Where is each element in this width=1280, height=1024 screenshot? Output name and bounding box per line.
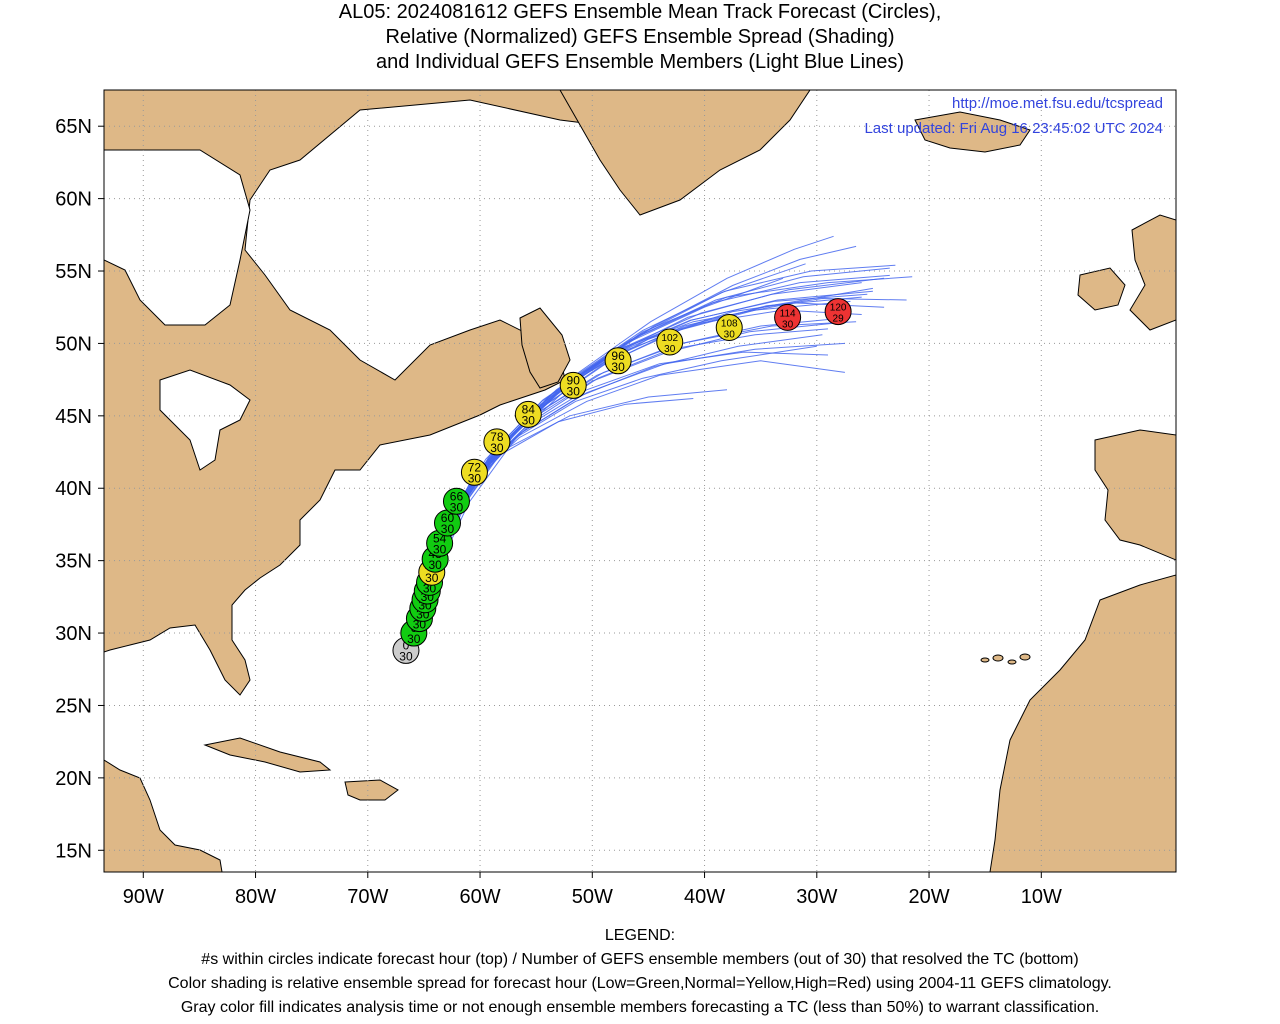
great-lakes (159, 369, 251, 471)
track-point-circle (774, 303, 802, 331)
title-line-2: Relative (Normalized) GEFS Ensemble Spre… (385, 26, 895, 48)
y-tick-label: 15N (55, 840, 92, 862)
track-point-circle (604, 347, 632, 375)
legend-line-2: Color shading is relative ensemble sprea… (168, 975, 1112, 992)
forecast-hour-label: 60 (441, 511, 455, 525)
y-tick-label: 25N (55, 695, 92, 717)
forecast-hour-label: 102 (661, 333, 678, 344)
member-count-label: 30 (433, 542, 447, 556)
title-line-1: AL05: 2024081612 GEFS Ensemble Mean Trac… (338, 1, 942, 23)
x-tick-label: 90W (123, 886, 164, 908)
legend-line-1: #s within circles indicate forecast hour… (201, 951, 1079, 968)
great-britain (1129, 214, 1176, 331)
y-tick-label: 20N (55, 768, 92, 790)
x-tick-label: 40W (684, 886, 725, 908)
forecast-hour-label: 120 (830, 303, 847, 314)
legend: LEGEND: #s within circles indicate forec… (0, 924, 1280, 1020)
source-url[interactable]: http://moe.met.fsu.edu/tcspread (952, 95, 1163, 112)
track-point-circle (559, 371, 587, 399)
member-count-label: 30 (490, 441, 504, 455)
landmass-central-america (104, 759, 223, 872)
hudson-bay (104, 149, 251, 326)
x-tick-label: 70W (347, 886, 388, 908)
hispaniola (344, 779, 399, 801)
member-count-label: 30 (399, 649, 413, 663)
canary-islands (980, 653, 1031, 665)
track-map: 0306301230183024303030363042304830543060… (55, 89, 1177, 908)
track-point-circle (460, 458, 488, 486)
ensemble-mean-track: 0306301230183024303030363042304830543060… (392, 298, 852, 664)
graticule (104, 90, 1176, 872)
map-axes: 90W 80W 70W 60W 50W 40W 30W 20W 10W 15N 20N 25N 30N 3… (55, 116, 1062, 908)
cuba (203, 737, 332, 773)
iberia (1094, 429, 1176, 561)
forecast-hour-label: 114 (780, 308, 796, 319)
forecast-hour-label: 108 (721, 318, 738, 329)
title-line-3: and Individual GEFS Ensemble Members (Li… (375, 51, 905, 73)
member-count-label: 30 (724, 329, 736, 340)
forecast-hour-label: 72 (468, 460, 482, 474)
x-tick-label: 20W (908, 886, 949, 908)
ireland (1077, 267, 1126, 311)
chart-title: AL05: 2024081612 GEFS Ensemble Mean Trac… (0, 0, 1280, 75)
member-count-label: 30 (468, 471, 482, 485)
member-count-label: 30 (441, 522, 455, 536)
x-tick-label: 80W (235, 886, 276, 908)
track-point-circle (483, 428, 511, 456)
track-point-circle (715, 313, 743, 341)
forecast-hour-label: 84 (522, 402, 536, 416)
last-updated: Last updated: Fri Aug 16 23:45:02 UTC 20… (864, 120, 1163, 137)
member-count-label: 30 (450, 500, 464, 514)
member-count-label: 30 (522, 413, 536, 427)
forecast-hour-label: 78 (490, 430, 504, 444)
member-count-label: 30 (611, 360, 625, 374)
member-count-label: 30 (425, 571, 439, 585)
x-tick-label: 30W (796, 886, 837, 908)
y-tick-label: 60N (55, 189, 92, 211)
forecast-hour-label: 66 (450, 489, 464, 503)
y-tick-label: 45N (55, 406, 92, 428)
track-point-circle (442, 487, 470, 515)
y-tick-label: 50N (55, 333, 92, 355)
x-tick-label: 60W (459, 886, 500, 908)
legend-heading: LEGEND: (604, 927, 676, 944)
track-point-circle (514, 400, 542, 428)
y-tick-label: 55N (55, 261, 92, 283)
forecast-hour-label: 0 (403, 638, 410, 652)
land-layer (104, 90, 1176, 872)
y-tick-label: 65N (55, 116, 92, 138)
member-count-label: 30 (782, 319, 794, 330)
forecast-hour-label: 96 (611, 349, 625, 363)
x-tick-label: 50W (572, 886, 613, 908)
x-tick-label: 10W (1021, 886, 1062, 908)
track-point-circle (824, 298, 852, 326)
iceland (914, 111, 1031, 153)
member-count-label: 30 (407, 632, 421, 646)
africa (989, 574, 1176, 872)
track-point-circle (656, 328, 684, 356)
y-tick-label: 35N (55, 551, 92, 573)
member-count-label: 30 (428, 558, 442, 572)
member-count-label: 30 (567, 384, 581, 398)
y-tick-label: 30N (55, 623, 92, 645)
newfoundland (519, 307, 571, 389)
member-count-label: 29 (833, 314, 845, 325)
map-frame (103, 89, 1177, 873)
member-count-label: 30 (664, 344, 676, 355)
legend-line-3: Gray color fill indicates analysis time … (180, 999, 1100, 1016)
greenland (559, 90, 811, 216)
y-tick-label: 40N (55, 478, 92, 500)
forecast-hour-label: 90 (567, 373, 581, 387)
